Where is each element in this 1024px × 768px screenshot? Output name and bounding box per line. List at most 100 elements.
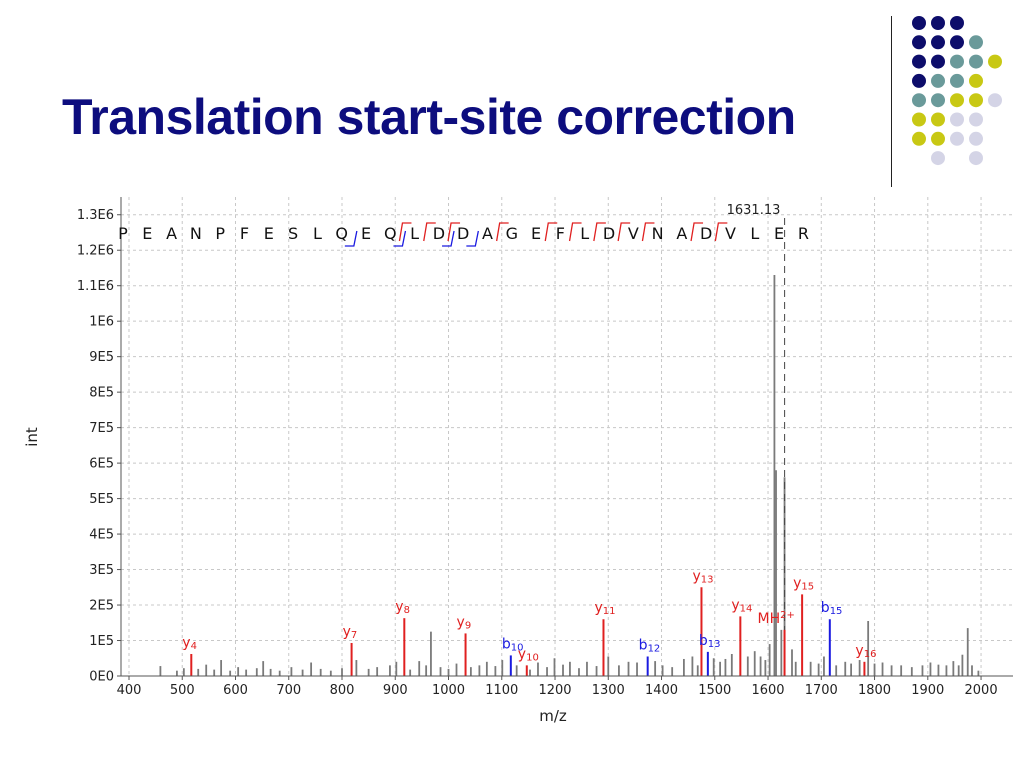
sequence-residue: L — [410, 224, 419, 243]
sequence-residue: E — [361, 224, 371, 243]
sequence-residue: G — [506, 224, 518, 243]
decor-dot — [931, 151, 945, 166]
decor-dot — [988, 54, 1002, 69]
decor-dot — [950, 54, 964, 69]
y-ion-bracket — [544, 222, 558, 242]
sequence-residue: L — [580, 224, 589, 243]
sequence-residue: N — [652, 224, 664, 243]
decor-dot — [969, 112, 983, 127]
y-ion-bracket — [568, 222, 582, 242]
sequence-residue: R — [798, 224, 809, 243]
decor-dot — [912, 73, 926, 88]
sequence-residue: D — [433, 224, 445, 243]
x-tick-label: 1100 — [485, 683, 518, 698]
ion-peak-label: MH2+ — [758, 610, 795, 627]
x-tick-label: 2000 — [965, 683, 998, 698]
decor-dot — [931, 112, 945, 127]
ion-peak-label: b15 — [821, 600, 843, 617]
x-tick-label: 600 — [223, 683, 248, 698]
sequence-residue: V — [628, 224, 639, 243]
y-tick-label: 3E5 — [89, 563, 114, 578]
chart-grid — [121, 197, 1013, 677]
y-ion-bracket — [690, 222, 704, 242]
x-tick-label: 1300 — [592, 683, 625, 698]
y-tick-label: 2E5 — [89, 599, 114, 614]
ion-peak-label: b10 — [502, 636, 524, 653]
ion-peak-label: y7 — [343, 624, 358, 641]
decor-dot — [931, 35, 945, 50]
sequence-residue: S — [288, 224, 298, 243]
y-ion-bracket — [496, 222, 509, 242]
y-tick-label: 6E5 — [89, 457, 114, 472]
ion-peak-label: y11 — [594, 600, 615, 617]
sequence-residue: A — [166, 224, 177, 243]
precursor-marker-label: 1631.13 — [727, 203, 781, 218]
ion-peak-label: y4 — [182, 635, 197, 652]
decor-dot — [969, 35, 983, 50]
sequence-residue: E — [142, 224, 152, 243]
x-tick-label: 1500 — [698, 683, 731, 698]
y-tick-label: 4E5 — [89, 528, 114, 543]
b-ion-bracket — [393, 230, 407, 247]
sequence-residue: L — [313, 224, 322, 243]
x-tick-label: 1400 — [645, 683, 678, 698]
x-tick-label: 1700 — [805, 683, 838, 698]
y-tick-label: 5E5 — [89, 492, 114, 507]
b-ion-bracket — [466, 230, 479, 247]
sequence-residue: E — [264, 224, 274, 243]
x-tick-label: 700 — [276, 683, 301, 698]
decor-dot — [912, 131, 926, 146]
sequence-residue: D — [700, 224, 712, 243]
sequence-residue: E — [531, 224, 541, 243]
decor-dot — [950, 35, 964, 50]
x-tick-label: 500 — [170, 683, 195, 698]
x-tick-label: 800 — [330, 683, 355, 698]
decor-dot — [969, 131, 983, 146]
y-tick-label: 9E5 — [89, 350, 114, 365]
sequence-residue: E — [774, 224, 784, 243]
decor-dot — [912, 54, 926, 69]
sequence-residue: V — [725, 224, 736, 243]
b-ion-bracket — [442, 230, 455, 247]
decor-dot — [950, 112, 964, 127]
x-tick-label: 1900 — [911, 683, 944, 698]
ion-peak-label: y14 — [731, 597, 752, 614]
decor-dot — [931, 131, 945, 146]
slide-title: Translation start-site correction — [62, 89, 796, 145]
decor-dot — [969, 73, 983, 88]
decor-dot — [912, 112, 926, 127]
sequence-residue: A — [676, 224, 687, 243]
ion-peak-label: y8 — [395, 599, 410, 616]
sequence-residue: D — [457, 224, 469, 243]
decor-dot — [950, 73, 964, 88]
x-tick-label: 900 — [383, 683, 408, 698]
ion-peak-label: b13 — [699, 633, 721, 650]
decor-dot — [950, 131, 964, 146]
sequence-residue: Q — [384, 224, 397, 243]
x-axis-title: m/z — [539, 707, 567, 725]
ion-peak-label: b12 — [639, 637, 661, 654]
decor-dot — [969, 54, 983, 69]
sequence-residue: N — [190, 224, 202, 243]
decor-dot — [950, 16, 964, 30]
y-tick-label: 1.3E6 — [77, 208, 114, 223]
decor-dot — [969, 93, 983, 108]
x-tick-label: 1800 — [858, 683, 891, 698]
y-ion-bracket — [641, 222, 655, 242]
decorative-dot-grid — [912, 16, 1002, 166]
x-tick-label: 1600 — [751, 683, 784, 698]
y-tick-label: 8E5 — [89, 386, 114, 401]
decor-dot — [931, 16, 945, 30]
decor-dot — [912, 16, 926, 30]
y-ion-bracket — [593, 222, 606, 242]
y-tick-label: 1E6 — [89, 315, 114, 330]
sequence-residue: P — [215, 224, 225, 243]
y-ion-bracket — [398, 222, 412, 242]
y-tick-label: 0E0 — [89, 670, 114, 685]
b-ion-bracket — [344, 230, 358, 247]
sequence-residue: D — [603, 224, 615, 243]
x-tick-label: 1000 — [432, 683, 465, 698]
sequence-residue: Q — [335, 224, 348, 243]
